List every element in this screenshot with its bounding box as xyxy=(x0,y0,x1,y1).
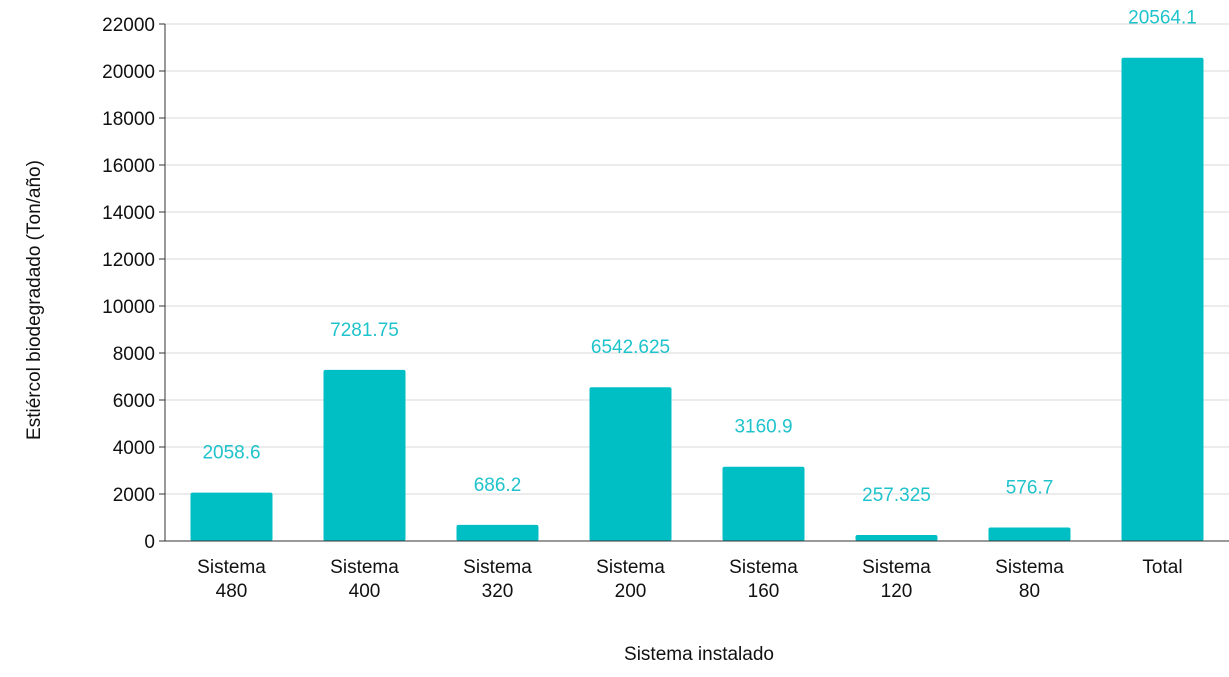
data-label: 20564.1 xyxy=(1128,8,1197,29)
y-tick-label: 14000 xyxy=(102,203,155,224)
x-tick-label: Sistema xyxy=(862,557,931,578)
bar xyxy=(722,466,805,541)
bar xyxy=(456,524,539,541)
y-tick-label: 10000 xyxy=(102,297,155,318)
x-tick-label: 80 xyxy=(1019,581,1040,602)
data-label: 7281.75 xyxy=(330,320,399,341)
x-tick-label: 160 xyxy=(748,581,780,602)
y-tick-label: 0 xyxy=(144,532,155,553)
labels: 2058.6 Sistema 480 7281.75 Sistema 400 686.2 Si… xyxy=(197,8,1197,602)
x-tick-label: Sistema xyxy=(596,557,665,578)
x-tick-label: 400 xyxy=(349,581,381,602)
data-label: 3160.9 xyxy=(734,417,792,438)
axes: 0 2000 4000 6000 8000 10000 12000 14000 16000 180… xyxy=(102,15,1229,553)
y-tick-label: 22000 xyxy=(102,15,155,36)
y-tick-label: 20000 xyxy=(102,62,155,83)
data-label: 576.7 xyxy=(1006,477,1054,498)
x-tick-label: Total xyxy=(1142,557,1182,578)
bar xyxy=(855,534,938,541)
y-tick-label: 6000 xyxy=(113,391,155,412)
x-tick-label: Sistema xyxy=(197,557,266,578)
data-label: 686.2 xyxy=(474,475,522,496)
data-label: 2058.6 xyxy=(202,443,260,464)
x-tick-label: Sistema xyxy=(330,557,399,578)
y-tick-label: 8000 xyxy=(113,344,155,365)
x-tick-label: 480 xyxy=(216,581,248,602)
y-tick-label: 12000 xyxy=(102,250,155,271)
y-tick-label: 18000 xyxy=(102,109,155,130)
y-axis-title: Estiércol biodegradado (Ton/año) xyxy=(24,160,45,440)
y-tick-label: 2000 xyxy=(113,485,155,506)
x-tick-label: Sistema xyxy=(463,557,532,578)
bar xyxy=(988,527,1071,541)
data-label: 6542.625 xyxy=(591,337,670,358)
data-label: 257.325 xyxy=(862,485,931,506)
bars xyxy=(190,57,1204,541)
bar xyxy=(323,369,406,541)
x-tick-label: 120 xyxy=(881,581,913,602)
y-tick-label: 16000 xyxy=(102,156,155,177)
y-tick-label: 4000 xyxy=(113,438,155,459)
x-tick-label: 320 xyxy=(482,581,514,602)
x-axis-title: Sistema instalado xyxy=(624,644,774,665)
bar xyxy=(1121,57,1204,541)
x-tick-label: Sistema xyxy=(995,557,1064,578)
x-tick-label: Sistema xyxy=(729,557,798,578)
x-tick-label: 200 xyxy=(615,581,647,602)
bar xyxy=(190,492,273,541)
bar xyxy=(589,387,672,541)
